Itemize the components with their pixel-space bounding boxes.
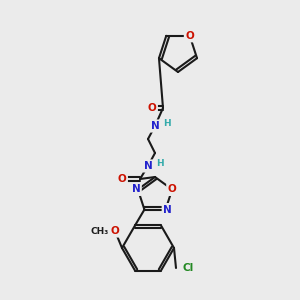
Text: N: N <box>144 161 152 171</box>
Text: N: N <box>151 121 159 131</box>
Text: O: O <box>185 31 194 41</box>
Text: Cl: Cl <box>182 263 194 273</box>
Text: N: N <box>131 184 140 194</box>
Text: O: O <box>111 226 119 236</box>
Text: O: O <box>118 174 126 184</box>
Text: N: N <box>163 205 172 214</box>
Text: H: H <box>156 158 164 167</box>
Text: CH₃: CH₃ <box>91 226 109 236</box>
Text: H: H <box>163 119 171 128</box>
Text: O: O <box>148 103 156 113</box>
Text: O: O <box>168 184 176 194</box>
